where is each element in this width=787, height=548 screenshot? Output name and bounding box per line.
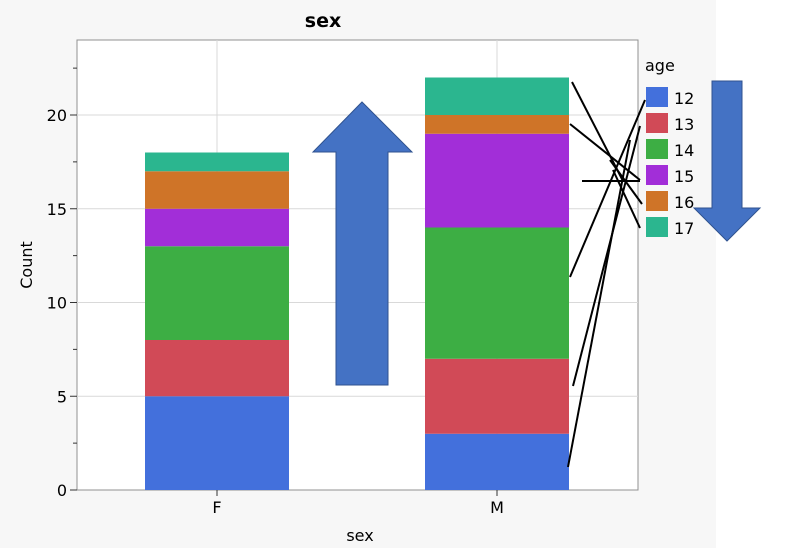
bar-segment-M-age-13 (425, 358, 569, 434)
legend-label-16: 16 (674, 193, 694, 212)
chart-title: sex (305, 10, 341, 32)
bar-segment-F-age-17 (145, 152, 289, 172)
down-arrow-annotation (692, 80, 762, 242)
legend-swatch-13 (646, 113, 668, 133)
legend-swatch-17 (646, 217, 668, 237)
bar-segment-F-age-13 (145, 340, 289, 397)
annotation-lines (567, 81, 646, 468)
x-axis-label: sex (346, 526, 373, 545)
legend-label-13: 13 (674, 115, 694, 134)
legend-swatch-14 (646, 139, 668, 159)
bar-segment-M-age-12 (425, 433, 569, 490)
bar-segment-M-age-15 (425, 133, 569, 228)
legend-swatch-12 (646, 87, 668, 107)
y-axis-label: Count (17, 241, 36, 289)
legend-label-14: 14 (674, 141, 694, 160)
y-tick-label: 15 (47, 200, 67, 219)
bar-segment-M-age-17 (425, 77, 569, 115)
y-axis: 0 5 10 15 20 (47, 67, 77, 500)
bar-segment-F-age-12 (145, 396, 289, 490)
bar-segment-F-age-15 (145, 208, 289, 247)
bar-segment-F-age-16 (145, 171, 289, 209)
legend-label-15: 15 (674, 167, 694, 186)
legend-swatch-15 (646, 165, 668, 185)
legend-title: age (645, 56, 675, 75)
legend-label-12: 12 (674, 89, 694, 108)
y-tick-label: 0 (57, 481, 67, 500)
bar-segment-M-age-14 (425, 227, 569, 359)
bar-segment-M-age-16 (425, 115, 569, 134)
y-tick-label: 5 (57, 387, 67, 406)
y-tick-label: 10 (47, 294, 67, 313)
legend-label-17: 17 (674, 219, 694, 238)
x-tick-label: F (212, 498, 221, 517)
y-tick-label: 20 (47, 106, 67, 125)
bars (145, 77, 569, 490)
legend: age 12 13 14 15 16 17 (645, 56, 694, 238)
up-arrow-annotation (311, 101, 414, 386)
bar-segment-F-age-14 (145, 246, 289, 340)
x-tick-label: M (490, 498, 504, 517)
legend-swatch-16 (646, 191, 668, 211)
